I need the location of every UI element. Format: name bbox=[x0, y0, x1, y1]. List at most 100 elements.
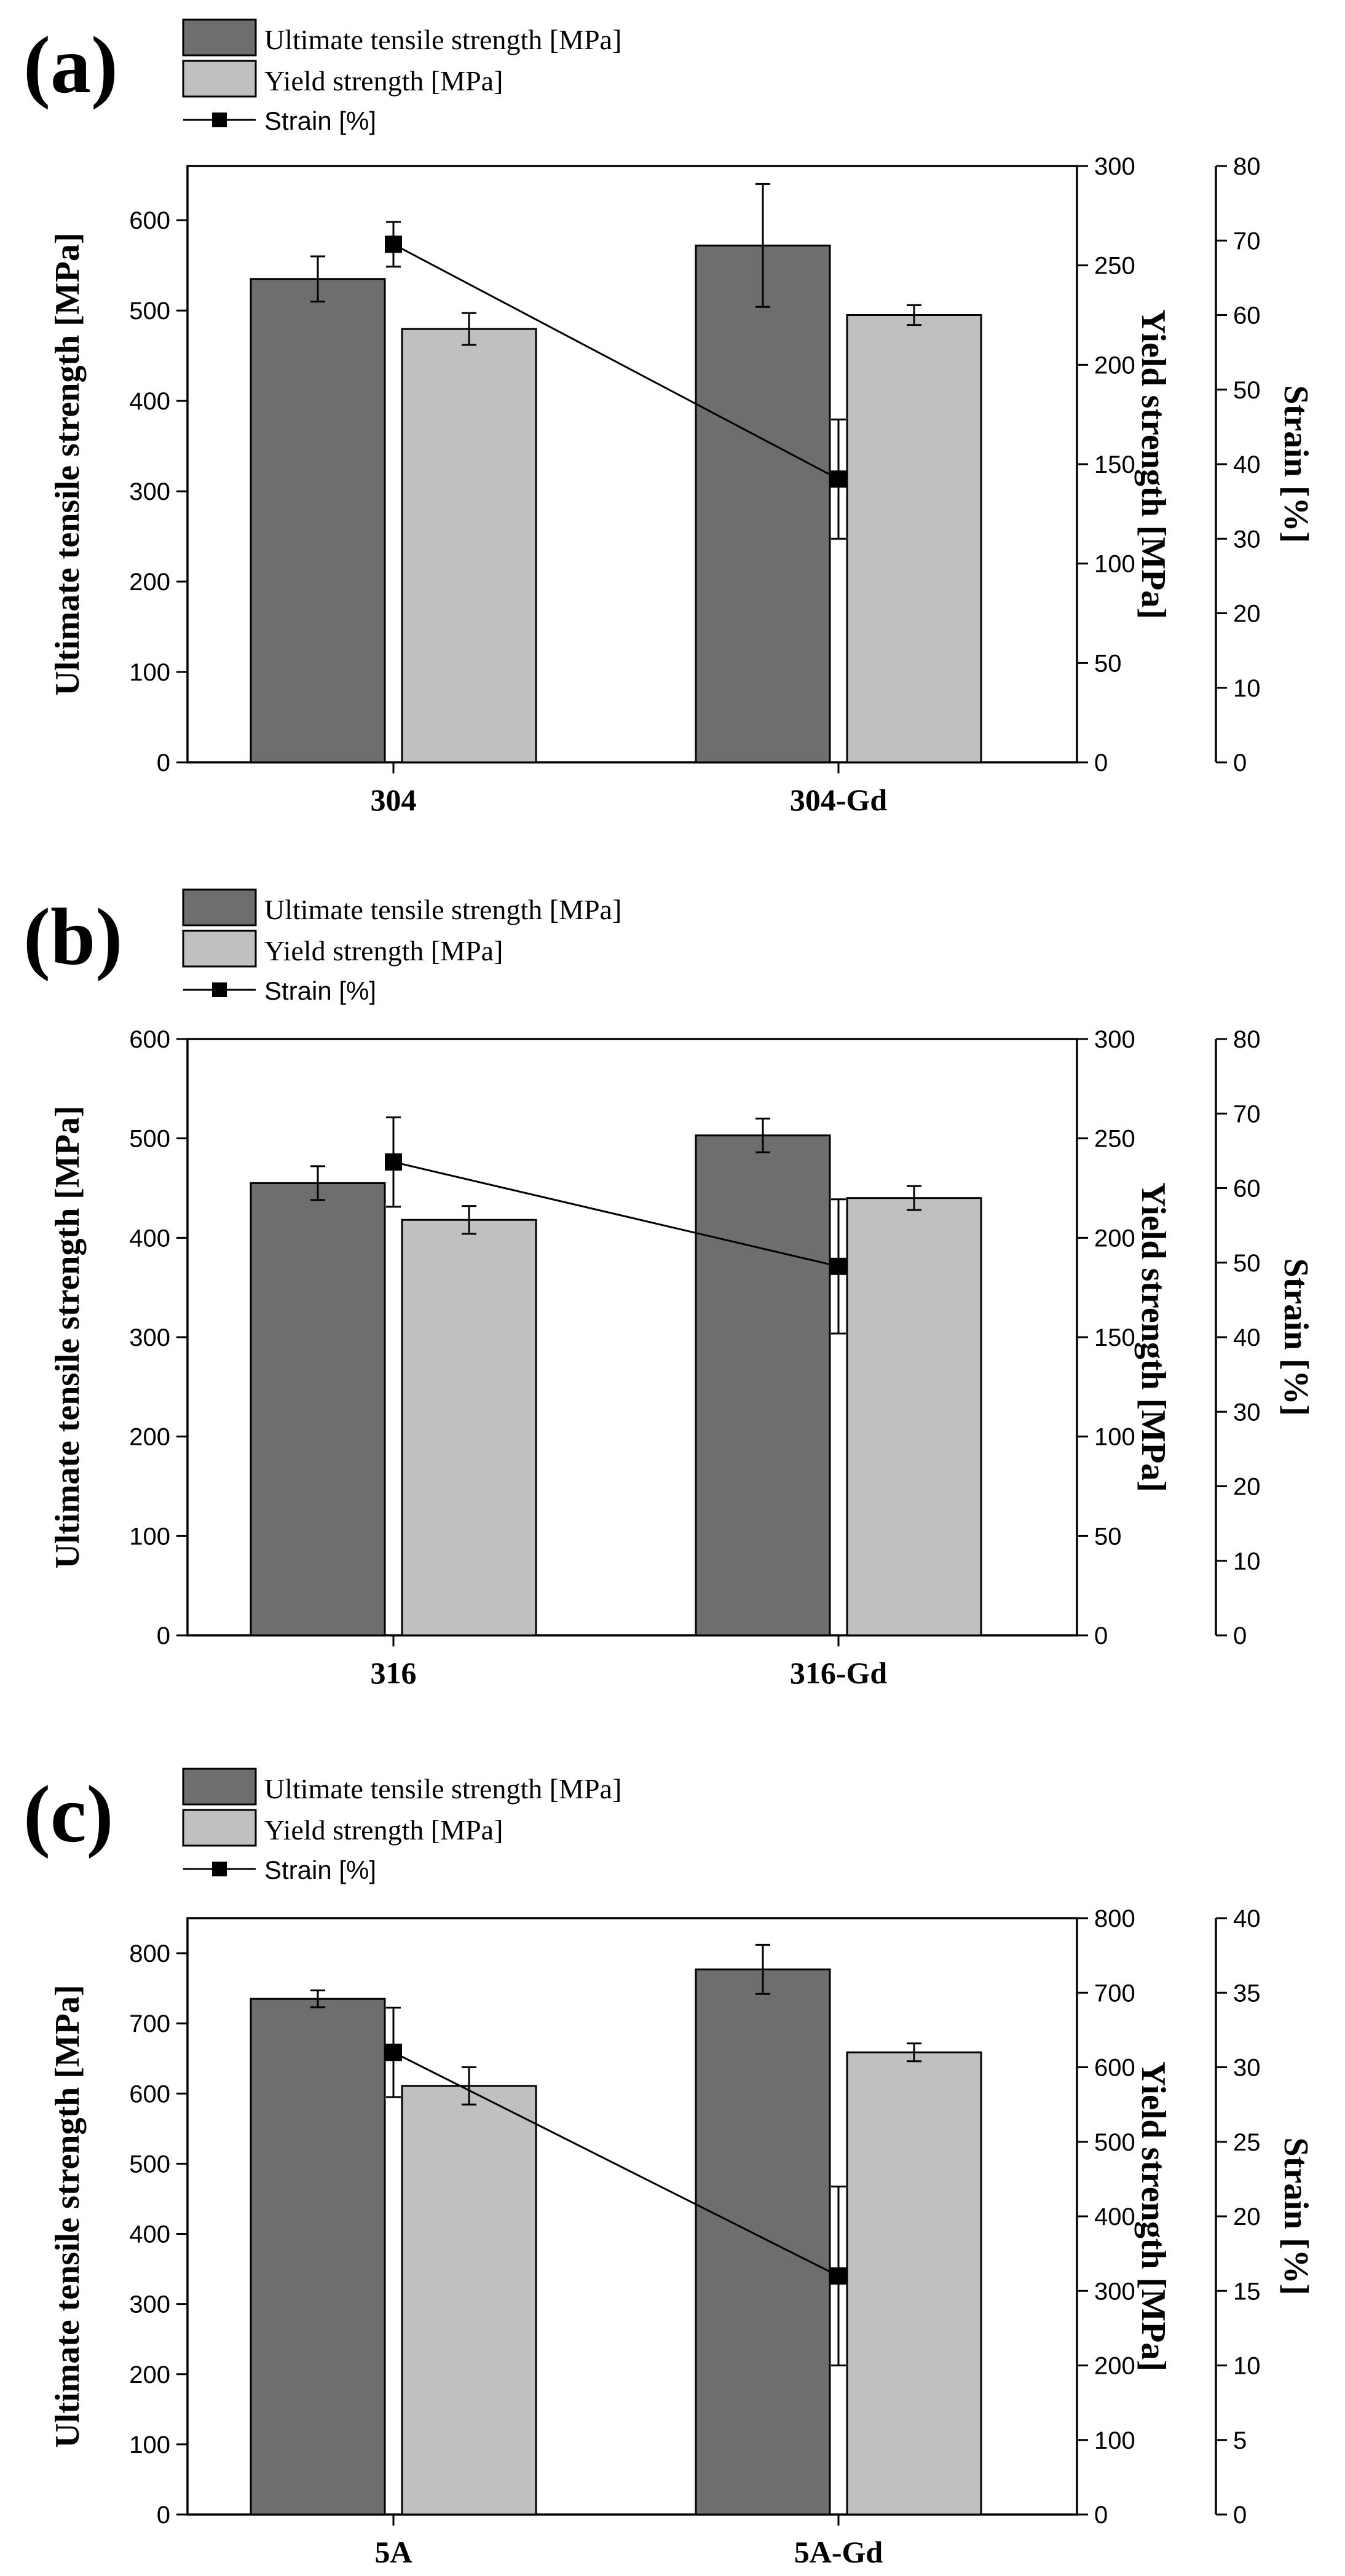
right2-tick-label: 80 bbox=[1233, 1026, 1261, 1053]
left-tick-label: 600 bbox=[129, 207, 170, 234]
right1-tick-label: 0 bbox=[1094, 749, 1108, 776]
right1-tick-label: 200 bbox=[1094, 352, 1135, 379]
right2-axis-title: Strain [%] bbox=[1277, 1258, 1315, 1416]
legend-swatch-uts bbox=[182, 1768, 257, 1806]
left-tick-label: 500 bbox=[129, 298, 170, 325]
right1-tick-label: 200 bbox=[1094, 1225, 1135, 1252]
uts-bar-2 bbox=[695, 1134, 831, 1637]
strain-marker-1 bbox=[385, 235, 402, 253]
left-tick-label: 200 bbox=[129, 2361, 170, 2388]
panel-label: (c) bbox=[23, 1769, 114, 1859]
right2-tick-label: 20 bbox=[1233, 2203, 1261, 2230]
legend-label-ys: Yield strength [MPa] bbox=[264, 65, 503, 97]
uts-error-bar-2 bbox=[755, 1943, 770, 1995]
legend-swatch-uts bbox=[182, 888, 257, 926]
uts-bar-1 bbox=[250, 278, 386, 764]
ys-bar-2 bbox=[846, 1197, 982, 1637]
uts-bar-2 bbox=[695, 1968, 831, 2516]
left-tick-label: 300 bbox=[129, 2291, 170, 2318]
right2-tick-label: 25 bbox=[1233, 2129, 1261, 2156]
legend-swatch-ys bbox=[182, 1809, 257, 1847]
right2-tick-label: 50 bbox=[1233, 377, 1261, 404]
strain-marker-2 bbox=[830, 470, 847, 488]
left-tick-label: 100 bbox=[129, 1523, 170, 1550]
legend-swatch-uts bbox=[182, 18, 257, 57]
ys-error-bar-2 bbox=[907, 304, 921, 326]
legend: Ultimate tensile strength [MPa] Yield str… bbox=[182, 18, 621, 135]
ys-error-bar-1 bbox=[462, 312, 476, 346]
uts-error-bar-2 bbox=[755, 183, 770, 308]
strain-marker-1 bbox=[385, 1153, 402, 1171]
right2-tick-label: 20 bbox=[1233, 601, 1261, 628]
legend-label-strain: Strain [%] bbox=[264, 106, 376, 135]
panel-label: (b) bbox=[23, 891, 122, 982]
right1-tick-label: 250 bbox=[1094, 1126, 1135, 1153]
left-tick-label: 0 bbox=[157, 749, 170, 776]
ys-bar-2 bbox=[846, 314, 982, 764]
ys-error-bar-1 bbox=[462, 2066, 476, 2106]
x-tick-label: 5A bbox=[374, 2535, 412, 2569]
legend: Ultimate tensile strength [MPa] Yield str… bbox=[182, 888, 621, 1005]
uts-error-bar-1 bbox=[310, 1165, 325, 1201]
ys-bar-1 bbox=[401, 328, 537, 764]
right1-tick-label: 600 bbox=[1094, 2055, 1135, 2082]
right1-tick-label: 0 bbox=[1094, 1622, 1108, 1650]
ys-error-bar-1 bbox=[462, 1205, 476, 1235]
left-tick-label: 200 bbox=[129, 1424, 170, 1451]
uts-bar-1 bbox=[250, 1997, 386, 2516]
right1-tick-label: 0 bbox=[1094, 2502, 1108, 2529]
right1-axis-title: Yield strength [MPa] bbox=[1134, 2061, 1172, 2371]
right1-tick-label: 150 bbox=[1094, 451, 1135, 478]
right1-tick-label: 300 bbox=[1094, 153, 1135, 180]
legend-swatch-ys bbox=[182, 60, 257, 98]
left-tick-label: 800 bbox=[129, 1940, 170, 1967]
left-tick-label: 400 bbox=[129, 1225, 170, 1252]
right1-tick-label: 100 bbox=[1094, 2427, 1135, 2454]
left-tick-label: 600 bbox=[129, 1026, 170, 1053]
strain-marker-1 bbox=[385, 2044, 402, 2061]
left-tick-label: 300 bbox=[129, 1324, 170, 1351]
right2-tick-label: 60 bbox=[1233, 302, 1261, 330]
right1-tick-label: 500 bbox=[1094, 2129, 1135, 2156]
uts-bar-2 bbox=[695, 244, 831, 764]
right2-tick-label: 70 bbox=[1233, 1100, 1261, 1128]
legend-label-uts: Ultimate tensile strength [MPa] bbox=[264, 24, 621, 55]
right2-tick-label: 70 bbox=[1233, 227, 1261, 255]
left-tick-label: 500 bbox=[129, 2151, 170, 2178]
left-axis-title: Ultimate tensile strength [MPa] bbox=[49, 232, 87, 695]
uts-error-bar-2 bbox=[755, 1117, 770, 1153]
right2-tick-label: 0 bbox=[1233, 1622, 1247, 1650]
strain-line bbox=[393, 1161, 839, 1268]
right2-tick-label: 30 bbox=[1233, 1399, 1261, 1426]
left-tick-label: 500 bbox=[129, 1126, 170, 1153]
right1-axis-title: Yield strength [MPa] bbox=[1134, 309, 1172, 619]
right1-tick-label: 200 bbox=[1094, 2353, 1135, 2380]
right2-tick-label: 60 bbox=[1233, 1175, 1261, 1203]
legend-marker-strain bbox=[212, 113, 227, 127]
strain-marker-2 bbox=[830, 1257, 847, 1275]
right1-tick-label: 250 bbox=[1094, 253, 1135, 280]
left-tick-label: 0 bbox=[157, 1622, 170, 1650]
right1-tick-label: 400 bbox=[1094, 2203, 1135, 2230]
left-tick-label: 200 bbox=[129, 569, 170, 596]
left-axis-title: Ultimate tensile strength [MPa] bbox=[49, 1105, 87, 1568]
legend-swatch-ys bbox=[182, 930, 257, 968]
x-tick-label: 5A-Gd bbox=[794, 2535, 883, 2569]
legend-label-strain: Strain [%] bbox=[264, 976, 376, 1005]
uts-error-bar-1 bbox=[310, 1989, 325, 2009]
right2-tick-label: 0 bbox=[1233, 2502, 1247, 2529]
right2-tick-label: 35 bbox=[1233, 1980, 1261, 2007]
right2-tick-label: 10 bbox=[1233, 1548, 1261, 1575]
legend-label-ys: Yield strength [MPa] bbox=[264, 1814, 503, 1846]
right2-tick-label: 50 bbox=[1233, 1250, 1261, 1277]
right2-axis-title: Strain [%] bbox=[1277, 385, 1315, 543]
right2-tick-label: 10 bbox=[1233, 675, 1261, 702]
right2-tick-label: 40 bbox=[1233, 1324, 1261, 1351]
chart-panel-1: (a) Ultimate tensile strength [MPa] Yield … bbox=[23, 18, 1315, 817]
right2-tick-label: 0 bbox=[1233, 749, 1247, 776]
right1-tick-label: 50 bbox=[1094, 650, 1122, 677]
right2-tick-label: 30 bbox=[1233, 2055, 1261, 2082]
strain-marker-2 bbox=[830, 2267, 847, 2285]
legend-marker-strain bbox=[212, 1862, 227, 1876]
right1-tick-label: 700 bbox=[1094, 1980, 1135, 2007]
